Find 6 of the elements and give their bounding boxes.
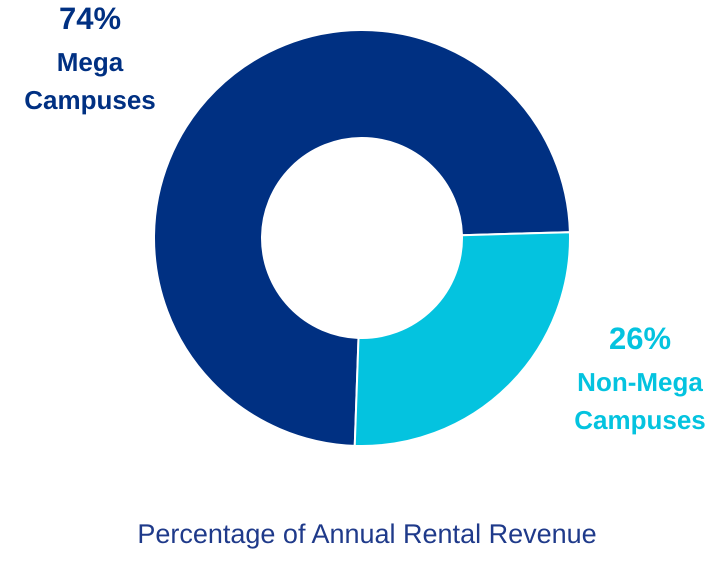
text: Percentage of Annual Rental Revenue (137, 519, 597, 549)
data-label: 74% (58, 1, 122, 36)
donut-slice (153, 29, 571, 447)
data-label: 26% (608, 321, 672, 356)
slice-label: Non-Mega Campuses (574, 367, 706, 435)
slice-label: Mega Campuses (24, 47, 156, 115)
